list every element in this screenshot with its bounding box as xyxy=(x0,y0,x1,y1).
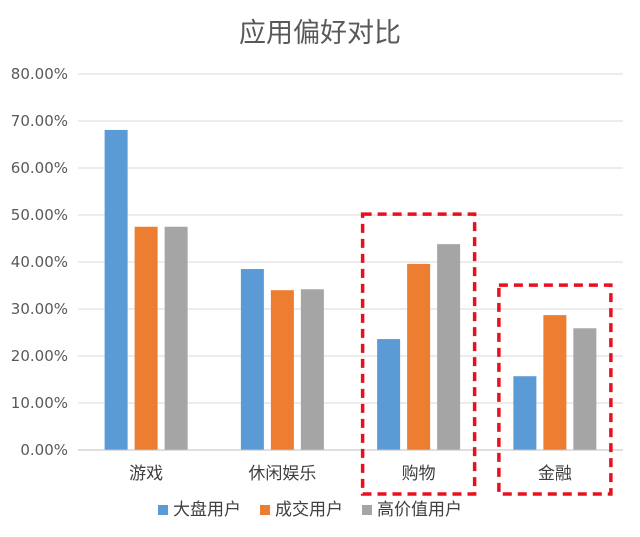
x-category-label: 金融 xyxy=(538,464,572,484)
y-tick-label: 0.00% xyxy=(20,441,68,459)
y-tick-label: 70.00% xyxy=(11,112,68,130)
gridlines xyxy=(78,73,623,451)
bar-1-1 xyxy=(104,129,128,450)
y-tick-label: 60.00% xyxy=(11,159,68,177)
x-axis: 游戏 休闲娱乐 购物 金融 xyxy=(78,449,623,484)
x-category-label: 游戏 xyxy=(129,464,163,484)
legend-swatch xyxy=(260,505,270,515)
x-category-label: 购物 xyxy=(402,464,436,484)
y-tick-label: 20.00% xyxy=(11,347,68,365)
y-axis: 0.00% 10.00% 20.00% 30.00% 40.00% 50.00% 60.00… xyxy=(11,65,68,459)
chart-title: 应用偏好对比 xyxy=(239,18,401,49)
y-tick-label: 30.00% xyxy=(11,300,68,318)
bar-3-4 xyxy=(573,328,597,450)
bar-3-2 xyxy=(300,289,324,450)
legend-swatch xyxy=(362,505,372,515)
bar-2-4 xyxy=(543,315,567,450)
legend-swatch xyxy=(158,505,168,515)
bar-2-2 xyxy=(270,290,294,450)
bar-2-3 xyxy=(407,263,431,450)
y-tick-label: 50.00% xyxy=(11,206,68,224)
y-tick-label: 10.00% xyxy=(11,394,68,412)
bars xyxy=(104,129,597,450)
y-tick-label: 80.00% xyxy=(11,65,68,83)
legend-label: 成交用户 xyxy=(275,500,343,520)
y-tick-label: 40.00% xyxy=(11,253,68,271)
bar-3-1 xyxy=(164,226,188,450)
x-category-label: 休闲娱乐 xyxy=(248,464,316,484)
legend: 大盘用户 成交用户 高价值用户 xyxy=(158,500,462,520)
bar-2-1 xyxy=(134,226,158,450)
legend-label: 高价值用户 xyxy=(377,500,462,520)
bar-1-2 xyxy=(240,269,264,450)
legend-label: 大盘用户 xyxy=(173,500,241,520)
bar-3-3 xyxy=(437,244,461,450)
highlight-box xyxy=(497,283,613,496)
highlight-boxes xyxy=(360,212,613,496)
bar-1-3 xyxy=(377,339,401,450)
bar-1-4 xyxy=(513,376,537,450)
